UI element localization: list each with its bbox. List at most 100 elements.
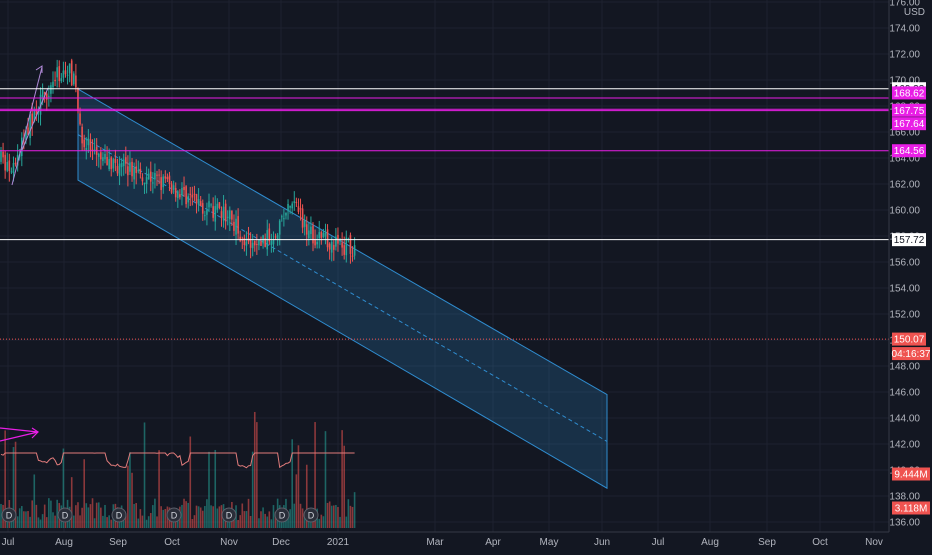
candle-body-86 [179, 194, 181, 198]
volume-moving-average [0, 452, 355, 469]
candle-body-29 [60, 78, 63, 82]
volume-bar-37 [77, 502, 79, 528]
candle-body-170 [353, 245, 356, 256]
candle-body-127 [264, 238, 266, 247]
candle-body-64 [133, 167, 135, 180]
volume-bar-17 [35, 504, 38, 528]
candle-body-83 [172, 185, 175, 190]
candle-body-35 [73, 73, 75, 85]
candle-body-79 [164, 176, 167, 179]
candle-body-131 [272, 239, 275, 245]
price-axis[interactable]: 176.00174.00172.00170.00168.00166.00164.… [889, 0, 920, 529]
price-tick-label-15: 146.00 [889, 388, 920, 399]
candle-body-129 [268, 228, 271, 242]
time-tick-label-2: Sep [109, 537, 127, 548]
volume-bar-66 [137, 518, 140, 528]
price-tick-label-10: 156.00 [889, 258, 920, 269]
volume-bar-117 [243, 511, 246, 528]
time-tick-label-12: Aug [701, 537, 719, 548]
volume-bar-51 [106, 517, 108, 528]
candle-body-161 [335, 236, 337, 247]
volume-bar-38 [79, 515, 81, 528]
candle-body-24 [50, 85, 52, 94]
candle-body-58 [120, 162, 123, 168]
volume-bar-40 [83, 459, 85, 528]
candle-body-111 [231, 210, 233, 220]
level-label-bg-2 [892, 103, 926, 117]
candle-body-6 [12, 163, 15, 173]
candle-body-81 [168, 175, 171, 185]
candle-body-75 [156, 174, 158, 176]
candle-body-82 [170, 183, 173, 193]
candle-body-139 [289, 205, 291, 208]
volume-bar-127 [264, 513, 266, 528]
candle-body-142 [295, 202, 298, 204]
volume-bar-92 [191, 518, 194, 528]
channel-midline [77, 134, 608, 442]
candle-body-43 [89, 139, 92, 151]
volume-bar-53 [110, 519, 113, 528]
candle-body-133 [276, 234, 279, 240]
candle-body-105 [218, 202, 221, 208]
volume-bar-87 [181, 504, 183, 528]
horizontal-levels[interactable] [0, 88, 889, 340]
dividend-marker-4 [221, 507, 237, 523]
candle-body-115 [239, 236, 241, 241]
volume-bar-45 [93, 518, 96, 528]
volume-bar-167 [347, 499, 350, 528]
candle-body-140 [291, 203, 293, 209]
volume-bar-14 [29, 516, 31, 528]
regression-channel[interactable] [77, 88, 608, 490]
volume-bar-132 [274, 511, 277, 528]
candle-body-148 [308, 230, 310, 239]
candle-body-70 [145, 177, 148, 185]
candle-body-15 [31, 113, 33, 126]
candle-body-145 [301, 208, 304, 228]
candle-body-130 [270, 241, 273, 246]
candle-body-135 [281, 216, 283, 218]
candle-body-136 [283, 218, 285, 220]
candle-body-101 [210, 204, 212, 206]
volume-bar-44 [91, 498, 94, 528]
volume-bar-84 [174, 517, 177, 528]
volume-bar-76 [158, 450, 160, 528]
volume-bar-65 [135, 503, 137, 528]
volume-bar-9 [18, 508, 21, 528]
candle-body-141 [293, 201, 296, 204]
volume-bar-131 [272, 505, 275, 528]
volume-bar-88 [183, 498, 185, 528]
volume-bar-30 [62, 448, 65, 528]
volume-bar-16 [33, 474, 36, 528]
time-axis[interactable]: Jul Aug Sep Oct Nov Dec 2021 Mar Apr May Jun Jul Aug… [2, 537, 883, 548]
volume-bar-100 [208, 451, 210, 528]
price-tick-label-8: 160.00 [889, 206, 920, 217]
volume-bar-129 [268, 511, 271, 528]
candle-body-120 [249, 239, 252, 248]
volume-bar-12 [25, 511, 27, 528]
price-tick-label-3: 170.00 [889, 76, 920, 87]
candle-body-159 [330, 241, 333, 253]
time-tick-label-15: Nov [865, 537, 883, 548]
volume-bar-21 [43, 504, 46, 528]
candle-body-26 [54, 79, 56, 82]
volume-label-1: 3.118M [895, 504, 928, 515]
candle-body-80 [166, 176, 169, 180]
candle-body-53 [110, 157, 113, 170]
candle-body-22 [45, 93, 48, 100]
time-tick-label-1: Aug [55, 537, 73, 548]
volume-bar-22 [45, 517, 48, 528]
volume-bar-68 [141, 515, 144, 528]
price-tick-label-20: 136.00 [889, 518, 920, 529]
candle-body-54 [112, 159, 115, 169]
volume-bar-159 [330, 505, 333, 528]
candle-body-56 [116, 166, 119, 174]
volume-bar-112 [233, 517, 235, 528]
candle-body-100 [208, 201, 210, 208]
time-tick-label-4: Nov [220, 537, 238, 548]
candle-body-155 [322, 233, 325, 238]
candle-body-49 [102, 157, 104, 162]
